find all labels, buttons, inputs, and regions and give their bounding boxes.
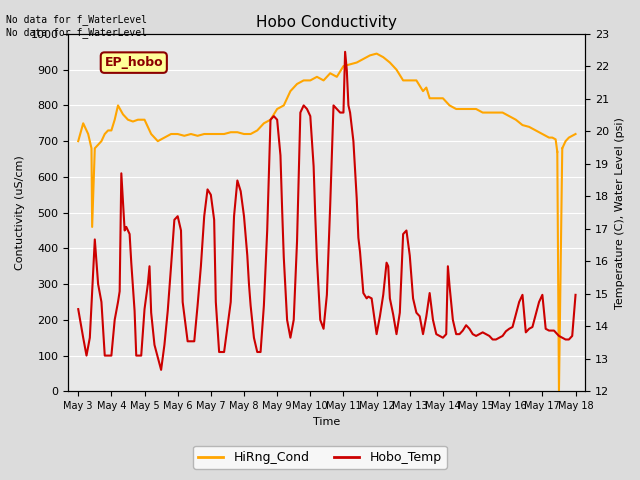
Text: EP_hobo: EP_hobo <box>104 56 163 69</box>
Text: No data for f_WaterLevel
No data for f_WaterLevel: No data for f_WaterLevel No data for f_W… <box>6 14 147 38</box>
X-axis label: Time: Time <box>313 417 340 427</box>
Y-axis label: Contuctivity (uS/cm): Contuctivity (uS/cm) <box>15 155 25 270</box>
Legend: HiRng_Cond, Hobo_Temp: HiRng_Cond, Hobo_Temp <box>193 446 447 469</box>
Y-axis label: Temperature (C), Water Level (psi): Temperature (C), Water Level (psi) <box>615 117 625 309</box>
Title: Hobo Conductivity: Hobo Conductivity <box>257 15 397 30</box>
